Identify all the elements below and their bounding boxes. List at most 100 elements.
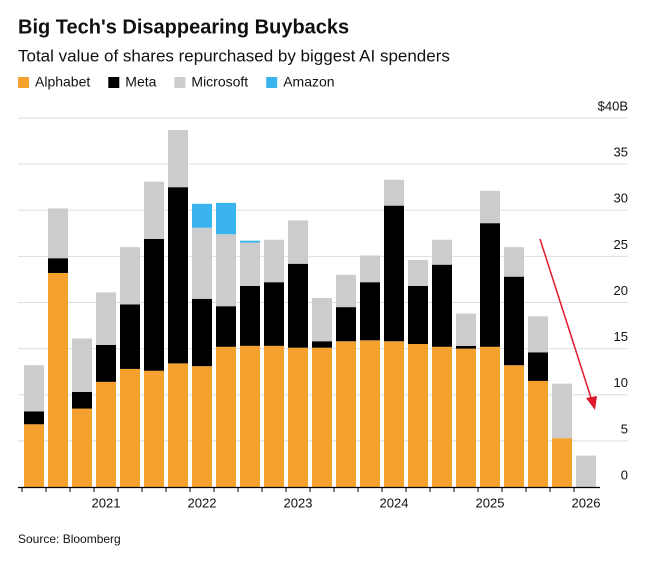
bar-segment bbox=[48, 272, 68, 487]
bar-segment bbox=[312, 341, 332, 348]
legend-label: Alphabet bbox=[35, 74, 90, 90]
legend-label: Meta bbox=[125, 74, 156, 90]
bar-segment bbox=[168, 187, 188, 364]
x-tick-label: 2021 bbox=[92, 495, 121, 510]
y-tick-label: 30 bbox=[614, 191, 628, 206]
bar-segment bbox=[552, 438, 572, 487]
bar-segment bbox=[72, 391, 92, 409]
bar-segment bbox=[120, 247, 140, 305]
y-tick-label: 15 bbox=[614, 329, 628, 344]
bar-segment bbox=[120, 304, 140, 369]
x-tick-label: 2026 bbox=[572, 495, 601, 510]
bars bbox=[24, 129, 596, 487]
bar-segment bbox=[72, 408, 92, 487]
bar-segment bbox=[264, 282, 284, 346]
bar-segment bbox=[432, 346, 452, 487]
y-tick-label: 35 bbox=[614, 145, 628, 160]
chart-subtitle: Total value of shares repurchased by big… bbox=[18, 46, 450, 65]
bar-segment bbox=[144, 370, 164, 487]
bar-segment bbox=[288, 263, 308, 348]
x-tick-label: 2025 bbox=[476, 495, 505, 510]
bar-segment bbox=[288, 220, 308, 264]
bar-segment bbox=[480, 223, 500, 347]
bar-segment bbox=[24, 365, 44, 412]
bar-segment bbox=[336, 341, 356, 487]
bar-segment bbox=[384, 179, 404, 206]
bar-segment bbox=[360, 282, 380, 341]
y-tick-label: 25 bbox=[614, 237, 628, 252]
bar-segment bbox=[480, 346, 500, 487]
legend-swatch bbox=[108, 77, 120, 88]
bar-segment bbox=[192, 366, 212, 487]
bar-segment bbox=[432, 264, 452, 347]
y-tick-label: $40B bbox=[598, 98, 628, 113]
bar-segment bbox=[96, 292, 116, 345]
y-tick-label: 10 bbox=[614, 375, 628, 390]
legend-label: Amazon bbox=[283, 74, 334, 90]
bar-segment bbox=[264, 239, 284, 283]
bar-segment bbox=[192, 298, 212, 367]
source: Source: Bloomberg bbox=[18, 532, 121, 546]
bar-segment bbox=[528, 352, 548, 381]
bar-segment bbox=[264, 345, 284, 487]
bar-segment bbox=[384, 341, 404, 487]
bar-segment bbox=[168, 363, 188, 487]
bar-segment bbox=[504, 247, 524, 277]
y-tick-label: 20 bbox=[614, 283, 628, 298]
bar-segment bbox=[216, 234, 236, 307]
bar-segment bbox=[384, 205, 404, 342]
x-tick-label: 2023 bbox=[284, 495, 313, 510]
bar-segment bbox=[240, 240, 260, 243]
bar-segment bbox=[456, 348, 476, 487]
bar-segment bbox=[408, 260, 428, 286]
bar-segment bbox=[312, 297, 332, 342]
bar-segment bbox=[48, 208, 68, 259]
chart-title: Big Tech's Disappearing Buybacks bbox=[18, 16, 349, 38]
bar-segment bbox=[72, 338, 92, 392]
bar-segment bbox=[456, 345, 476, 349]
y-tick-label: 5 bbox=[621, 421, 628, 436]
bar-segment bbox=[168, 129, 188, 188]
bar-segment bbox=[96, 381, 116, 487]
bar-segment bbox=[96, 344, 116, 382]
bar-segment bbox=[216, 346, 236, 487]
bar-segment bbox=[24, 424, 44, 487]
bar-segment bbox=[336, 274, 356, 308]
bar-segment bbox=[576, 455, 596, 487]
x-tick-label: 2024 bbox=[380, 495, 409, 510]
bar-segment bbox=[144, 181, 164, 239]
bar-segment bbox=[408, 344, 428, 487]
bar-segment bbox=[408, 285, 428, 345]
x-tick-label: 2022 bbox=[188, 495, 217, 510]
annotation-arrow bbox=[539, 238, 597, 410]
bar-segment bbox=[240, 242, 260, 286]
bar-segment bbox=[312, 347, 332, 487]
legend-swatch bbox=[18, 77, 29, 88]
bar-segment bbox=[432, 239, 452, 265]
bar-segment bbox=[144, 238, 164, 371]
bar-segment bbox=[360, 340, 380, 487]
bar-segment bbox=[240, 345, 260, 487]
bar-segment bbox=[216, 306, 236, 347]
legend-swatch bbox=[174, 77, 186, 88]
bar-segment bbox=[120, 368, 140, 487]
bar-segment bbox=[528, 380, 548, 487]
bar-segment bbox=[192, 227, 212, 299]
bar-segment bbox=[336, 307, 356, 342]
bar-segment bbox=[456, 313, 476, 346]
bar-segment bbox=[192, 203, 212, 228]
bar-segment bbox=[288, 347, 308, 487]
legend-label: Microsoft bbox=[191, 74, 248, 90]
bar-segment bbox=[48, 258, 68, 273]
bar-segment bbox=[240, 285, 260, 346]
bar-segment bbox=[552, 383, 572, 439]
bar-segment bbox=[504, 276, 524, 366]
bar-segment bbox=[360, 255, 380, 283]
bar-segment bbox=[528, 316, 548, 353]
bar-segment bbox=[24, 411, 44, 425]
bar-segment bbox=[480, 190, 500, 224]
y-tick-label: 0 bbox=[621, 467, 628, 482]
bar-segment bbox=[216, 202, 236, 235]
bar-segment bbox=[504, 365, 524, 487]
